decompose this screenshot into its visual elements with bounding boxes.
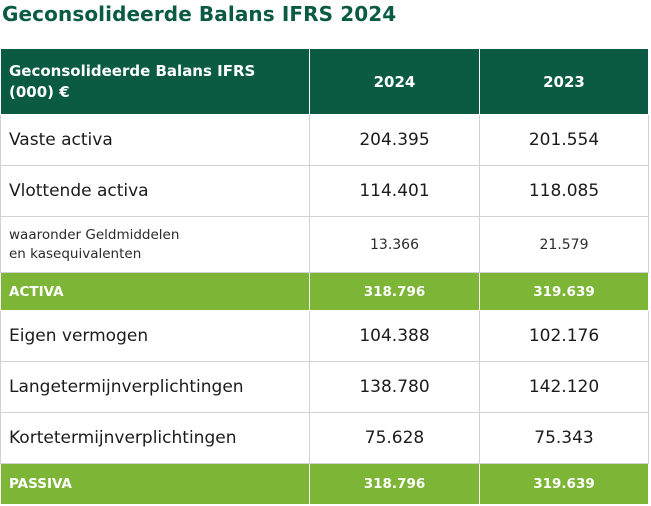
value-2023: 142.120	[479, 361, 649, 413]
row-label: Kortetermijnverplichtingen	[0, 412, 310, 464]
page-title: Geconsolideerde Balans IFRS 2024	[2, 2, 397, 26]
row-label: ACTIVA	[0, 272, 310, 311]
value-2024: 114.401	[309, 165, 480, 217]
table-row: Vaste activa 204.395 201.554	[0, 114, 649, 166]
value-2023: 102.176	[479, 310, 649, 362]
row-label: Vlottende activa	[0, 165, 310, 217]
value-2024: 138.780	[309, 361, 480, 413]
value-2024: 13.366	[309, 216, 480, 273]
row-label: Eigen vermogen	[0, 310, 310, 362]
row-label: Vaste activa	[0, 114, 310, 166]
table-header-row: Geconsolideerde Balans IFRS (000) € 2024…	[0, 48, 649, 115]
table-row: Kortetermijnverplichtingen 75.628 75.343	[0, 412, 649, 464]
value-2024: 318.796	[309, 272, 480, 311]
header-label-line1: Geconsolideerde Balans IFRS	[9, 61, 256, 80]
value-2023: 75.343	[479, 412, 649, 464]
value-2024: 75.628	[309, 412, 480, 464]
row-label: PASSIVA	[0, 463, 310, 505]
total-row-passiva: PASSIVA 318.796 319.639	[0, 463, 649, 505]
value-2023: 201.554	[479, 114, 649, 166]
table-row: Langetermijnverplichtingen 138.780 142.1…	[0, 361, 649, 413]
table-row: waaronder Geldmiddelen en kasequivalente…	[0, 216, 649, 273]
value-2023: 319.639	[479, 272, 649, 311]
value-2024: 104.388	[309, 310, 480, 362]
value-2023: 118.085	[479, 165, 649, 217]
table-row: Vlottende activa 114.401 118.085	[0, 165, 649, 217]
row-label: waaronder Geldmiddelen en kasequivalente…	[0, 216, 310, 273]
value-2024: 318.796	[309, 463, 480, 505]
row-label-line2: en kasequivalenten	[9, 245, 142, 262]
total-row-activa: ACTIVA 318.796 319.639	[0, 272, 649, 311]
header-year-2023: 2023	[479, 48, 649, 115]
table-row: Eigen vermogen 104.388 102.176	[0, 310, 649, 362]
row-label-line1: waaronder Geldmiddelen	[9, 226, 180, 243]
value-2023: 319.639	[479, 463, 649, 505]
row-label: Langetermijnverplichtingen	[0, 361, 310, 413]
balance-sheet-table: Geconsolideerde Balans IFRS (000) € 2024…	[0, 48, 649, 505]
header-label-line2: (000) €	[9, 82, 70, 101]
header-label-cell: Geconsolideerde Balans IFRS (000) €	[0, 48, 310, 115]
value-2023: 21.579	[479, 216, 649, 273]
header-year-2024: 2024	[309, 48, 480, 115]
value-2024: 204.395	[309, 114, 480, 166]
